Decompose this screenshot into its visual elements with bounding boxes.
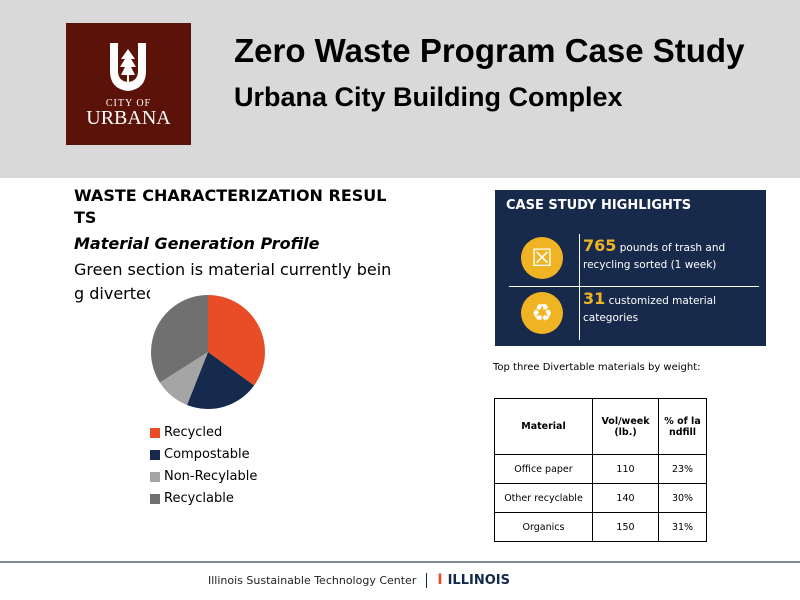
cell: 150 bbox=[592, 512, 659, 542]
highlight-item: 765 pounds of trash and recycling sorted… bbox=[583, 237, 753, 274]
cell: 30% bbox=[658, 483, 707, 513]
legend-label: Compostable bbox=[164, 447, 250, 462]
highlight-item: 31 customized material categories bbox=[583, 290, 753, 327]
pie-slice-recyclable bbox=[151, 295, 208, 383]
logo-text-1: CITY OF bbox=[105, 98, 152, 109]
section-subheading: Material Generation Profile bbox=[74, 234, 320, 253]
cell: 31% bbox=[658, 512, 707, 542]
leaf-shield-icon bbox=[110, 43, 146, 91]
table-row: Office paper 110 23% bbox=[494, 454, 707, 484]
cell: Other recyclable bbox=[494, 483, 593, 513]
section-heading: WASTE CHARACTERIZATION RESULTS bbox=[74, 186, 387, 227]
page-subtitle: Urbana City Building Complex bbox=[234, 82, 623, 112]
footer-org: Illinois Sustainable Technology Center bbox=[208, 573, 417, 587]
column-header: % of landfill bbox=[658, 398, 707, 455]
highlight-text: pounds of trash and recycling sorted (1 … bbox=[583, 242, 726, 271]
legend-swatch bbox=[150, 494, 160, 504]
divider bbox=[509, 286, 759, 287]
column-header: Vol/week (lb.) bbox=[592, 398, 659, 455]
highlights-title: CASE STUDY HIGHLIGHTS bbox=[506, 198, 692, 213]
illinois-block-i-logo: I bbox=[437, 572, 443, 588]
pie-slice-non-recylable bbox=[159, 352, 208, 405]
cell: Office paper bbox=[494, 454, 593, 484]
legend-label: Recyclable bbox=[164, 491, 234, 506]
pie-slice-compostable bbox=[187, 352, 255, 409]
legend-label: Recycled bbox=[164, 425, 223, 440]
header-banner: CITY OF URBANA Zero Waste Program Case S… bbox=[0, 0, 800, 178]
table-row: Organics 150 31% bbox=[494, 512, 707, 542]
cell: 140 bbox=[592, 483, 659, 513]
cell: 23% bbox=[658, 454, 707, 484]
cell: Organics bbox=[494, 512, 593, 542]
legend-swatch bbox=[150, 428, 160, 438]
column-header: Material bbox=[494, 398, 593, 455]
recycle-icon: ♻ bbox=[521, 292, 563, 334]
footer-brand: ILLINOIS bbox=[447, 572, 510, 588]
table-caption: Top three Divertable materials by weight… bbox=[493, 362, 701, 373]
pie-chart bbox=[151, 295, 265, 409]
legend-item: Recycled bbox=[150, 422, 257, 444]
legend-label: Non-Recylable bbox=[164, 469, 258, 484]
legend-item: Recyclable bbox=[150, 488, 257, 510]
legend-swatch bbox=[150, 472, 160, 482]
footer: Illinois Sustainable Technology Center I… bbox=[208, 572, 510, 588]
case-study-highlights: CASE STUDY HIGHLIGHTS ☒ 765 pounds of tr… bbox=[495, 190, 766, 346]
footer-divider bbox=[0, 561, 800, 563]
chart-legend: Recycled Compostable Non-Recylable Recyclab… bbox=[150, 422, 257, 510]
highlight-number: 31 bbox=[583, 289, 606, 308]
legend-item: Compostable bbox=[150, 444, 257, 466]
trash-can-icon: ☒ bbox=[521, 237, 563, 279]
materials-table: Material Vol/week (lb.) % of landfill Of… bbox=[494, 398, 707, 542]
cell: 110 bbox=[592, 454, 659, 484]
divider bbox=[426, 572, 428, 588]
divider bbox=[579, 234, 580, 340]
pie-slice-recycled bbox=[208, 295, 265, 386]
city-of-urbana-logo: CITY OF URBANA bbox=[66, 23, 191, 145]
highlight-number: 765 bbox=[583, 236, 617, 255]
legend-item: Non-Recylable bbox=[150, 466, 257, 488]
logo-text-2: URBANA bbox=[86, 107, 171, 129]
table-row: Other recyclable 140 30% bbox=[494, 483, 707, 513]
legend-swatch bbox=[150, 450, 160, 460]
page-title: Zero Waste Program Case Study bbox=[234, 32, 745, 69]
highlight-text: customized material categories bbox=[583, 295, 716, 324]
